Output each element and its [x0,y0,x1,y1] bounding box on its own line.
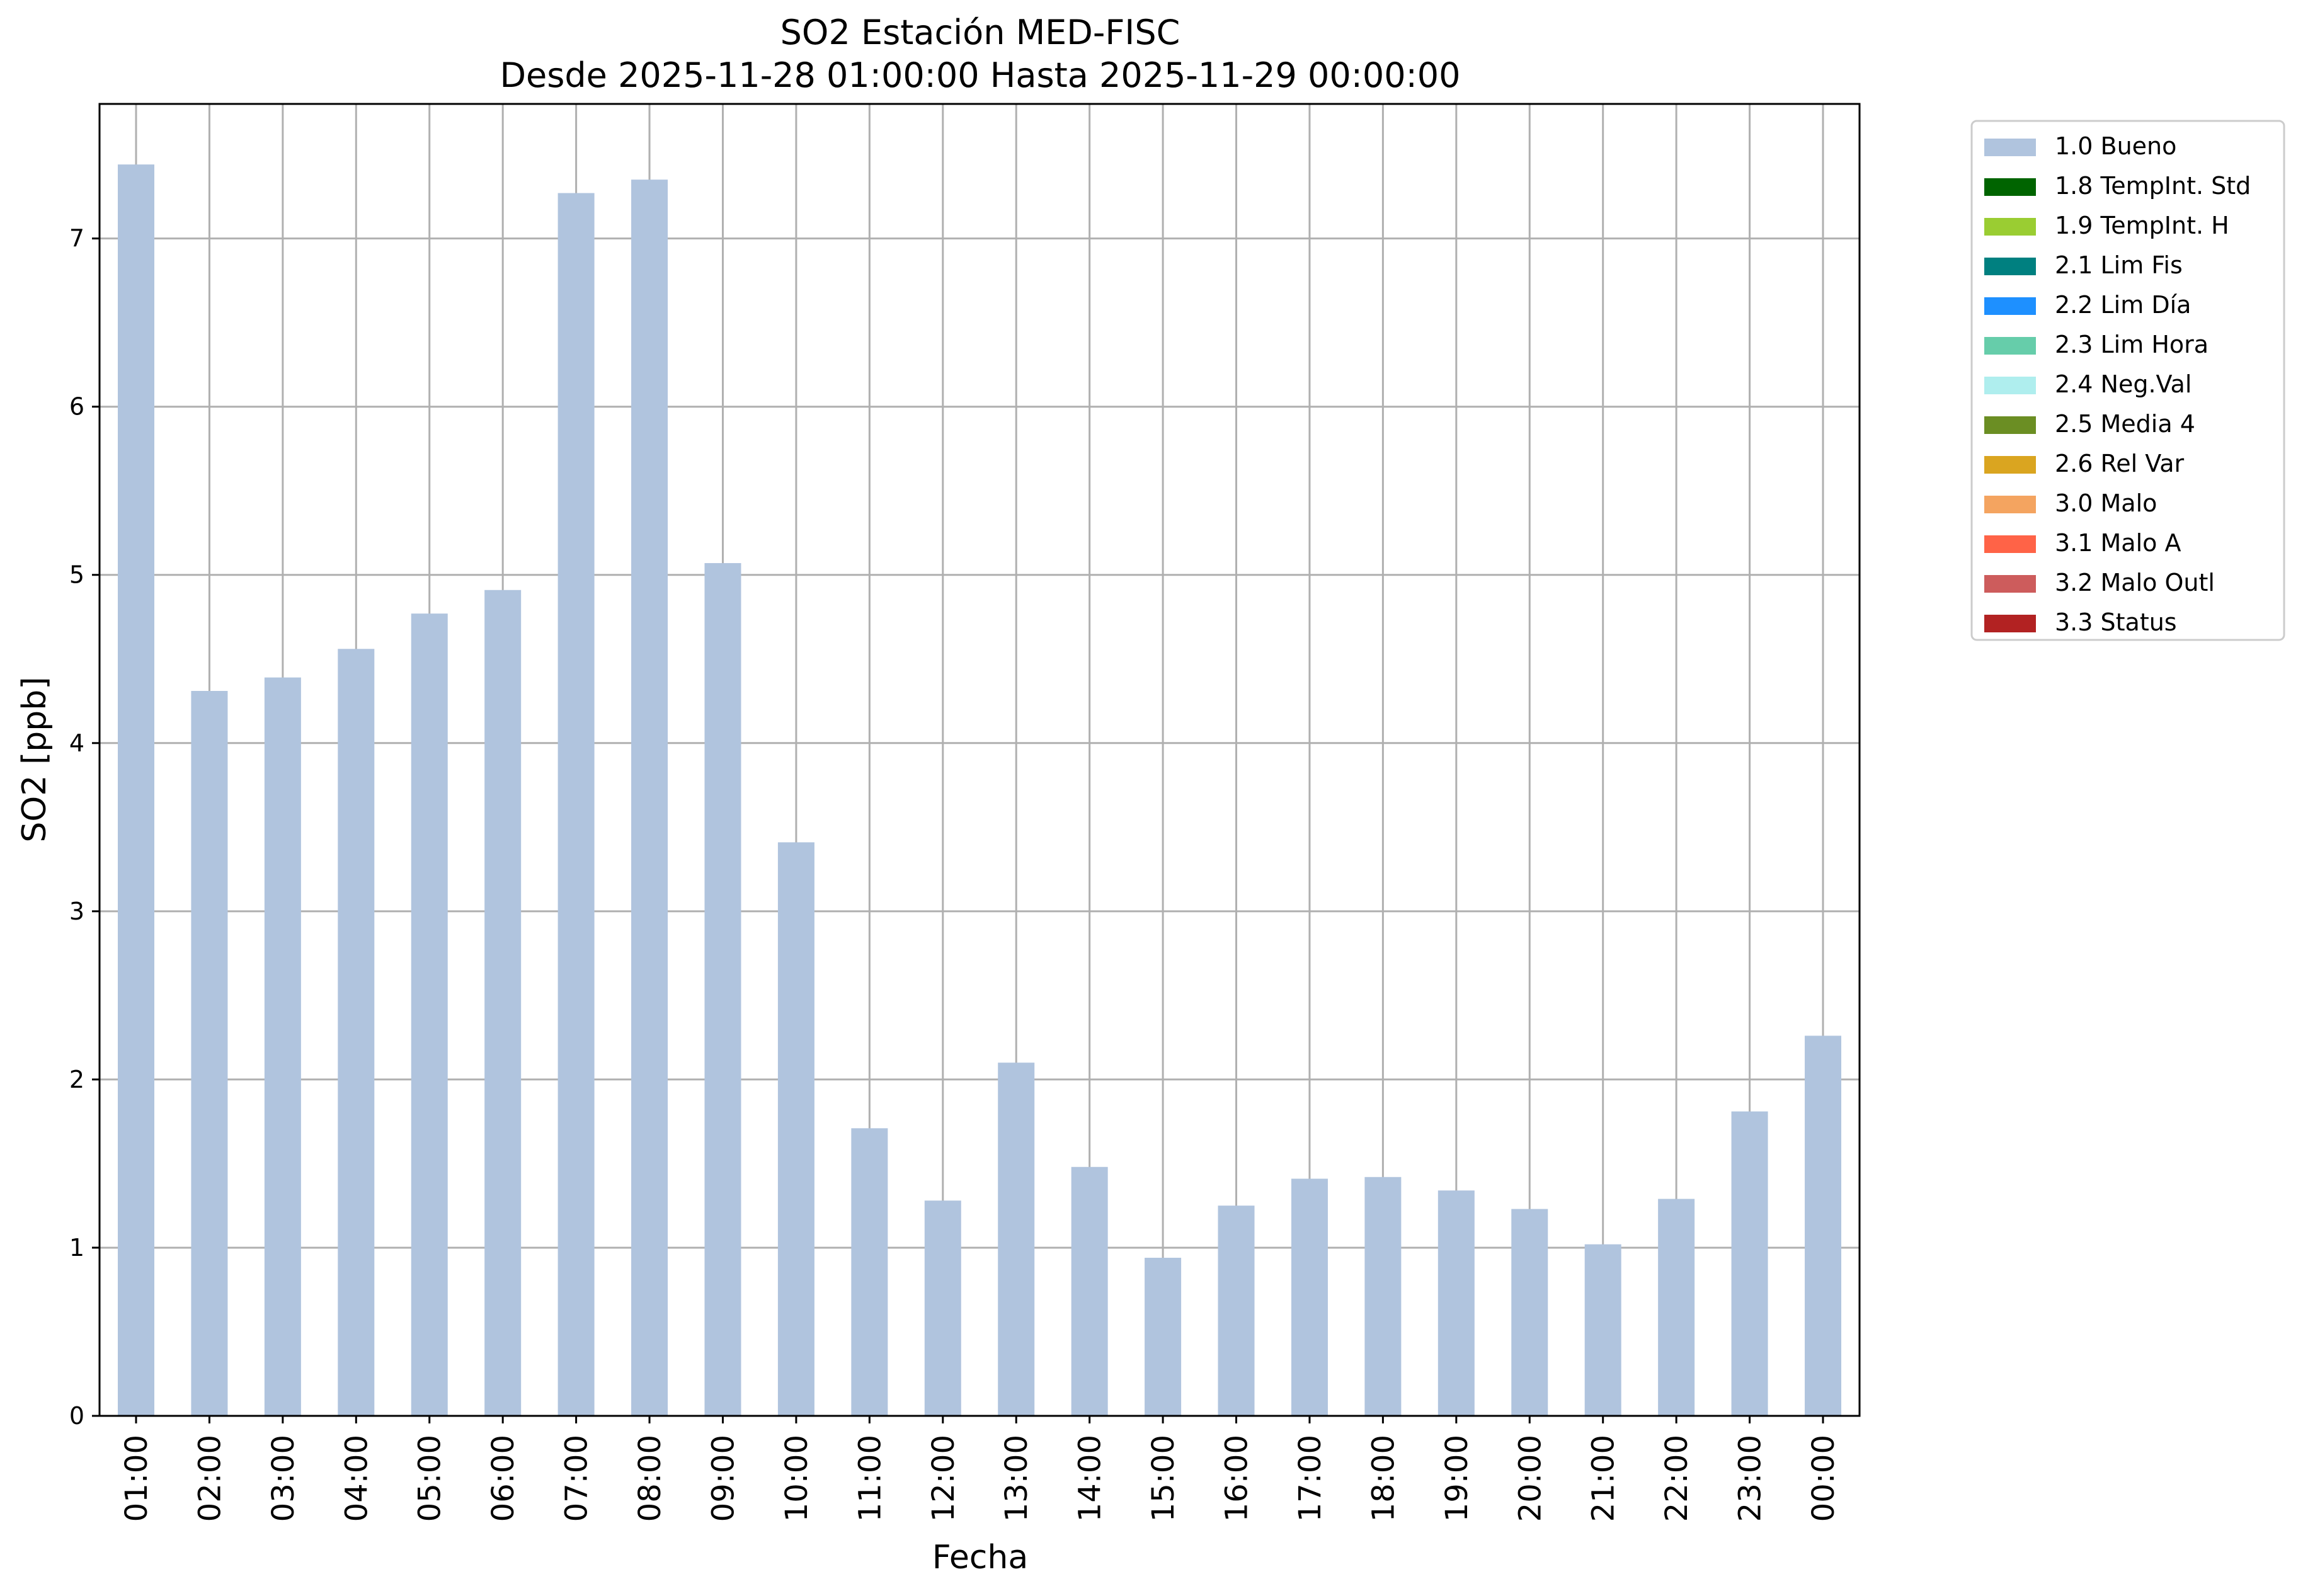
legend-swatch [1984,535,2036,553]
legend-label: 3.3 Status [2055,608,2177,636]
bar-1800 [1364,1177,1402,1416]
plot-frame [98,103,1861,1417]
x-axis-ticks: 01:00 02:00 03:00 04:00 05:00 06:00 07:00 08:00… [119,1416,1841,1522]
legend-label: 2.2 Lim Día [2055,291,2191,319]
legend: 1.0 Bueno 1.8 TempInt. Std 1.9 TempInt. H 2… [1970,120,2285,641]
bar-0000 [1805,1035,1841,1416]
x-tick-label: 11:00 [852,1435,888,1522]
bar-0400 [338,649,375,1416]
x-tick-label: 06:00 [486,1435,521,1522]
bar-1700 [1291,1178,1328,1416]
x-tick-label: 21:00 [1586,1435,1621,1522]
x-tick-label: 01:00 [119,1435,154,1522]
x-tick-label: 10:00 [779,1435,814,1522]
x-tick-label: 00:00 [1806,1435,1841,1522]
x-axis-label: Fecha [932,1539,1028,1576]
x-tick-label: 03:00 [266,1435,301,1522]
y-tick-label: 4 [69,729,84,757]
chart-title: SO2 Estación MED-FISC [780,13,1180,52]
x-tick-label: 12:00 [926,1435,961,1522]
x-tick-label: 20:00 [1512,1435,1548,1522]
legend-swatch [1984,337,2036,355]
legend-label: 2.6 Rel Var [2055,450,2185,477]
bar-2100 [1584,1244,1621,1416]
legend-swatch [1984,297,2036,315]
legend-swatch [1984,377,2036,394]
legend-label: 3.0 Malo [2055,489,2157,517]
x-tick-label: 18:00 [1366,1435,1401,1522]
bar-0600 [484,590,522,1416]
y-tick-label: 5 [69,561,84,589]
bar-0100 [118,164,154,1416]
y-axis-ticks: 0 1 2 3 4 5 6 7 [69,225,100,1430]
legend-swatch [1984,218,2036,236]
bar-1600 [1218,1206,1255,1416]
x-tick-label: 13:00 [999,1435,1034,1522]
x-tick-label: 15:00 [1146,1435,1181,1522]
legend-frame [1970,120,2285,641]
bar-0900 [704,563,741,1416]
bar-2300 [1731,1111,1768,1416]
x-tick-label: 23:00 [1733,1435,1768,1522]
legend-swatch [1984,178,2036,196]
x-tick-label: 02:00 [192,1435,227,1522]
legend-label: 2.5 Media 4 [2055,410,2195,438]
bar-0300 [264,677,301,1416]
legend-label: 2.4 Neg.Val [2055,370,2192,398]
legend-label: 3.1 Malo A [2055,529,2181,557]
y-tick-label: 1 [69,1234,84,1262]
bar-1500 [1145,1257,1182,1416]
bar-1400 [1071,1166,1108,1416]
legend-label: 2.1 Lim Fis [2055,251,2183,279]
legend-swatch [1984,416,2036,434]
legend-swatch [1984,575,2036,593]
x-tick-label: 22:00 [1659,1435,1694,1522]
x-tick-label: 09:00 [706,1435,741,1522]
bar-1000 [777,842,814,1416]
bars [118,164,1841,1416]
legend-swatch [1984,615,2036,632]
y-tick-label: 3 [69,898,84,925]
legend-label: 1.0 Bueno [2055,132,2176,160]
bar-2200 [1658,1199,1695,1416]
x-tick-label: 14:00 [1073,1435,1108,1522]
legend-swatch [1984,258,2036,275]
y-tick-label: 7 [69,225,84,253]
legend-swatch [1984,456,2036,474]
bar-0800 [631,180,668,1416]
y-tick-label: 2 [69,1066,84,1093]
legend-label: 2.3 Lim Hora [2055,331,2209,358]
bar-0200 [191,691,228,1416]
legend-swatch [1984,139,2036,156]
bar-2000 [1511,1209,1548,1416]
bar-1900 [1437,1190,1475,1416]
x-tick-label: 05:00 [413,1435,448,1522]
x-tick-label: 07:00 [559,1435,595,1522]
y-axis-label: SO2 [ppb] [16,676,54,842]
y-tick-label: 6 [69,393,84,421]
bar-1200 [924,1200,961,1416]
y-tick-label: 0 [69,1402,84,1430]
x-tick-label: 17:00 [1293,1435,1328,1522]
x-tick-label: 19:00 [1439,1435,1475,1522]
x-tick-label: 08:00 [632,1435,668,1522]
bar-1300 [998,1063,1035,1416]
legend-label: 3.2 Malo Outl [2055,569,2215,596]
bar-0500 [411,613,448,1416]
bar-0700 [557,193,595,1416]
bar-1100 [851,1128,888,1416]
x-tick-label: 04:00 [339,1435,374,1522]
legend-label: 1.8 TempInt. Std [2055,172,2251,200]
x-tick-label: 16:00 [1220,1435,1255,1522]
legend-swatch [1984,496,2036,513]
legend-label: 1.9 TempInt. H [2055,212,2229,239]
chart-subtitle: Desde 2025-11-28 01:00:00 Hasta 2025-11-… [500,55,1460,95]
